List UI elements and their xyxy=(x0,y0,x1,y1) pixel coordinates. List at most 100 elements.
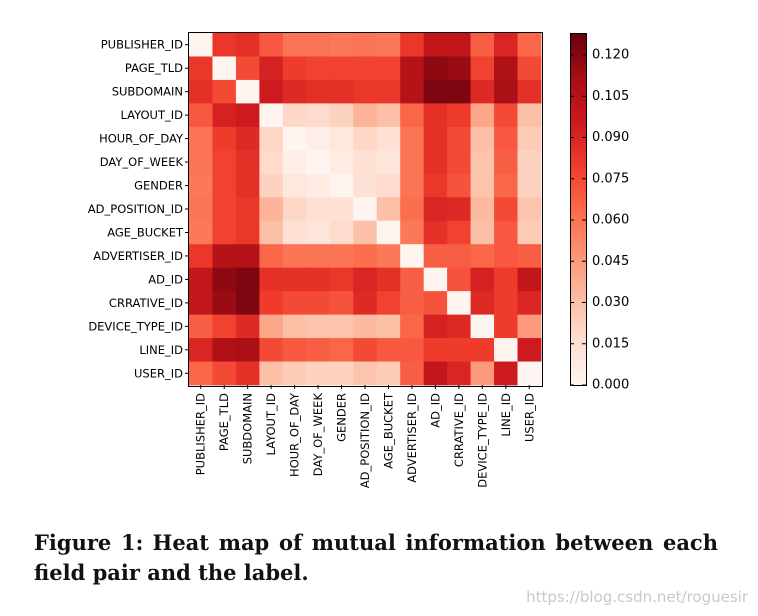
heatmap-cell xyxy=(306,197,331,222)
heatmap-cell xyxy=(329,79,354,104)
heatmap-cell xyxy=(470,103,495,128)
heatmap-cell xyxy=(212,150,237,175)
heatmap-cell xyxy=(400,197,425,222)
heatmap-cell xyxy=(470,126,495,151)
heatmap-cell xyxy=(259,220,284,245)
colorbar-tick-label: 0.120 xyxy=(592,48,629,63)
heatmap-cell xyxy=(282,33,307,57)
heatmap-cell xyxy=(423,173,448,198)
heatmap-cell xyxy=(329,56,354,81)
heatmap-cell xyxy=(259,173,284,198)
heatmap-cell xyxy=(376,197,401,222)
column-label: LAYOUT_ID xyxy=(264,393,278,456)
heatmap-cell xyxy=(259,33,284,57)
heatmap-cell xyxy=(259,338,284,362)
heatmap-cell xyxy=(353,338,378,362)
heatmap-cell xyxy=(189,56,213,81)
heatmap-cell xyxy=(189,33,213,57)
row-labels: PUBLISHER_ID PAGE_TLD SUBDOMAIN LAYOUT_ID HO… xyxy=(88,38,189,380)
heatmap-cell xyxy=(189,291,213,315)
heatmap-cell xyxy=(306,150,331,175)
heatmap-cell xyxy=(235,79,260,104)
column-label: AGE_BUCKET xyxy=(381,392,395,469)
heatmap-cell xyxy=(282,291,307,315)
heatmap-cell xyxy=(400,244,425,269)
heatmap-cell xyxy=(235,197,260,222)
row-label: ADVERTISER_ID xyxy=(93,249,183,263)
heatmap-cell xyxy=(329,314,354,339)
heatmap-cell xyxy=(259,244,284,269)
heatmap-cell xyxy=(400,56,425,81)
colorbar-tick-label: 0.015 xyxy=(592,336,629,351)
heatmap-cell xyxy=(470,338,495,362)
heatmap-cell xyxy=(235,338,260,362)
heatmap-cell xyxy=(189,267,213,292)
heatmap-cell xyxy=(400,126,425,151)
row-label: LAYOUT_ID xyxy=(120,108,183,122)
heatmap-cell xyxy=(212,220,237,245)
heatmap-cell xyxy=(517,173,542,198)
heatmap-cell xyxy=(353,150,378,175)
heatmap-cell xyxy=(494,79,518,104)
heatmap-cell xyxy=(235,267,260,292)
heatmap-cell xyxy=(306,314,331,339)
heatmap-cell xyxy=(517,126,542,151)
heatmap-cell xyxy=(447,79,471,104)
column-labels: PUBLISHER_ID PAGE_TLD SUBDOMAIN LAYOUT_ID HO… xyxy=(194,385,536,488)
heatmap-cell xyxy=(329,150,354,175)
heatmap-cell xyxy=(494,103,518,128)
heatmap-cell xyxy=(423,79,448,104)
heatmap-cell xyxy=(282,244,307,269)
colorbar-tick-label: 0.090 xyxy=(592,130,629,145)
heatmap-cell xyxy=(353,56,378,81)
heatmap-cell xyxy=(376,361,401,386)
heatmap-cell xyxy=(470,79,495,104)
heatmap-cell xyxy=(470,361,495,386)
heatmap-cell xyxy=(376,338,401,362)
heatmap-cell xyxy=(189,103,213,128)
heatmap-cell xyxy=(517,361,542,386)
column-label: SUBDOMAIN xyxy=(241,393,255,464)
heatmap-cell xyxy=(306,126,331,151)
column-label: HOUR_OF_DAY xyxy=(288,392,302,477)
heatmap-cell xyxy=(517,291,542,315)
heatmap-cell xyxy=(470,291,495,315)
heatmap-cell xyxy=(494,173,518,198)
heatmap-cell xyxy=(353,126,378,151)
row-label: SUBDOMAIN xyxy=(112,85,183,99)
row-label: AD_POSITION_ID xyxy=(88,202,183,216)
column-label: DAY_OF_WEEK xyxy=(311,393,325,477)
heatmap-cell xyxy=(470,56,495,81)
heatmap-cell xyxy=(306,220,331,245)
heatmap-cell xyxy=(306,291,331,315)
heatmap-cell xyxy=(235,361,260,386)
heatmap-cell xyxy=(282,56,307,81)
heatmap-cell xyxy=(306,338,331,362)
colorbar-tick-label: 0.075 xyxy=(592,171,629,186)
heatmap-cell xyxy=(259,126,284,151)
heatmap-cell xyxy=(376,103,401,128)
heatmap-cell xyxy=(376,173,401,198)
heatmap-cell xyxy=(517,314,542,339)
heatmap-cell xyxy=(447,103,471,128)
heatmap-cell xyxy=(282,338,307,362)
heatmap-cell xyxy=(212,173,237,198)
heatmap-cell xyxy=(470,33,495,57)
heatmap-cell xyxy=(494,126,518,151)
heatmap-cell xyxy=(259,79,284,104)
row-label: GENDER xyxy=(134,179,183,193)
heatmap-cell xyxy=(376,33,401,57)
heatmap-cell xyxy=(353,220,378,245)
heatmap-cell xyxy=(189,79,213,104)
heatmap-cell xyxy=(353,79,378,104)
heatmap-cell xyxy=(212,126,237,151)
heatmap-cell xyxy=(517,56,542,81)
heatmap-cell xyxy=(376,314,401,339)
heatmap-cell xyxy=(517,244,542,269)
heatmap-cell xyxy=(517,197,542,222)
row-label: AGE_BUCKET xyxy=(107,225,184,239)
column-label: PUBLISHER_ID xyxy=(194,393,208,475)
heatmap-cell xyxy=(212,267,237,292)
heatmap-cell xyxy=(376,291,401,315)
heatmap-cell xyxy=(212,33,237,57)
